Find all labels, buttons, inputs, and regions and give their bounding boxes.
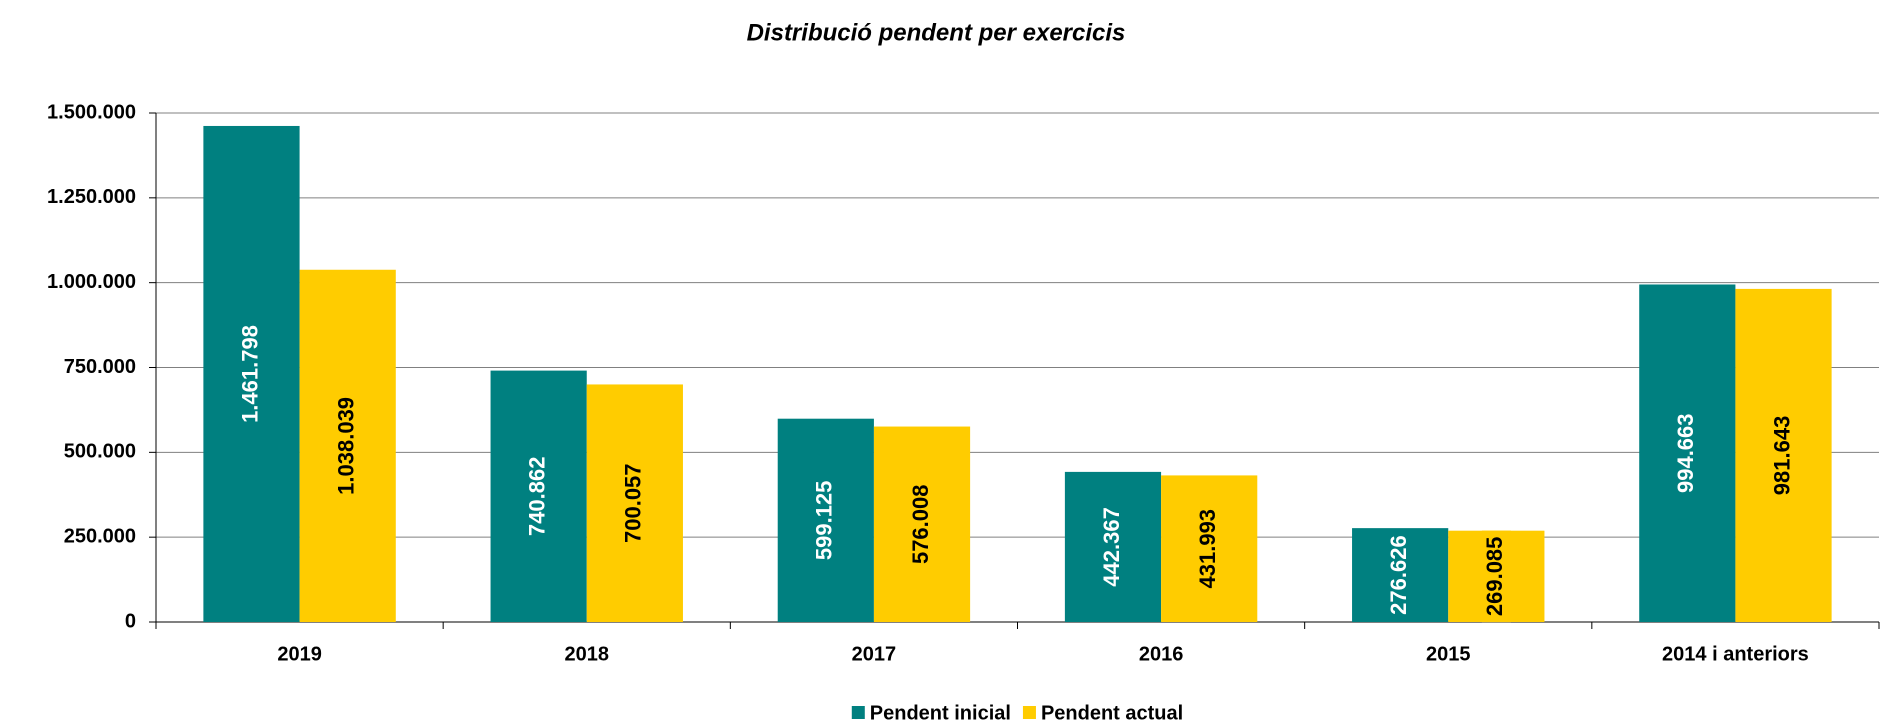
- data-label: 1.038.039: [333, 397, 358, 495]
- data-label-bg: [1481, 530, 1511, 623]
- bar: [873, 426, 971, 622]
- x-tick-label: 2015: [1426, 643, 1471, 665]
- y-tick-label: 250.000: [64, 525, 136, 547]
- bar: [1064, 471, 1162, 622]
- y-tick-label: 500.000: [64, 441, 136, 463]
- data-label: 442.367: [1099, 507, 1124, 587]
- y-tick-label: 1.250.000: [47, 186, 136, 208]
- legend-swatch: [1022, 706, 1036, 719]
- y-tick-label: 750.000: [64, 356, 136, 378]
- y-tick-label: 1.000.000: [47, 271, 136, 293]
- data-label: 700.057: [621, 463, 646, 543]
- x-tick-label: 2018: [565, 643, 610, 665]
- data-label: 431.993: [1195, 509, 1220, 589]
- data-label: 576.008: [908, 485, 933, 565]
- bar: [299, 269, 396, 622]
- x-tick-label: 2017: [852, 643, 897, 665]
- chart-title: Distribució pendent per exercicis: [747, 19, 1126, 46]
- x-tick-label: 2016: [1139, 643, 1184, 665]
- x-tick-label: 2019: [277, 643, 322, 665]
- y-tick-label: 1.500.000: [47, 101, 136, 123]
- legend-label: Pendent actual: [1041, 702, 1183, 724]
- data-label: 981.643: [1769, 416, 1794, 496]
- bar: [586, 384, 683, 622]
- bar: [490, 370, 587, 622]
- bar: [203, 125, 300, 623]
- legend: Pendent inicial Pendent actual: [851, 702, 1183, 724]
- data-label: 1.461.798: [237, 325, 262, 423]
- legend-swatch: [851, 706, 865, 719]
- data-label: 994.663: [1673, 413, 1698, 493]
- data-label: 599.125: [812, 481, 837, 561]
- data-label-bg: [1385, 529, 1415, 621]
- x-tick-label: 2014 i anteriors: [1662, 643, 1809, 665]
- legend-label: Pendent inicial: [870, 702, 1011, 724]
- data-label: 276.626: [1386, 535, 1411, 615]
- bar: [1735, 288, 1832, 622]
- bar: [1639, 284, 1736, 622]
- bar: [777, 418, 874, 622]
- bar: [1161, 475, 1258, 622]
- data-label: 740.862: [524, 457, 549, 537]
- data-label: 269.085: [1482, 537, 1507, 617]
- y-tick-label: 0: [125, 610, 136, 632]
